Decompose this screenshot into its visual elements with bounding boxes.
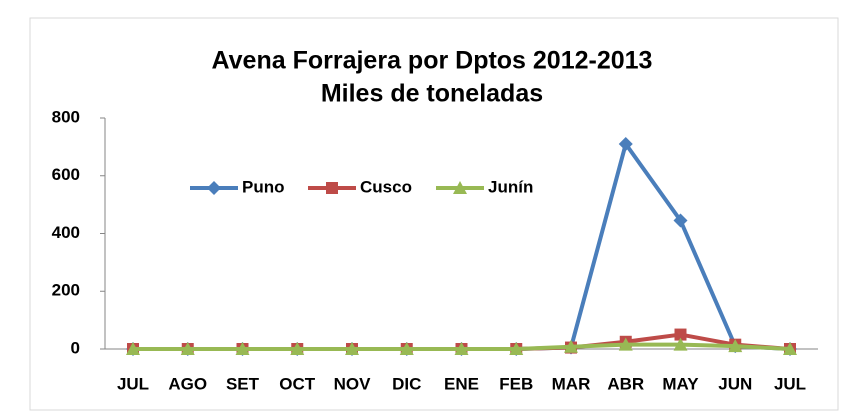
chart-border [29,17,839,411]
point [454,342,469,355]
legend-marker [453,181,467,194]
y-tick-label: 600 [52,165,80,184]
x-tick-label: JUL [117,374,149,393]
x-tick-label: MAY [662,374,699,393]
point [126,342,140,355]
point [399,342,414,355]
legend-label: Junín [488,177,533,196]
x-tick-label: FEB [499,374,533,393]
x-tick-label: SET [226,374,260,393]
point [673,213,688,228]
x-tick-label: AGO [168,374,207,393]
x-tick-label: OCT [279,374,316,393]
y-tick-label: 0 [71,338,80,357]
x-tick-label: DIC [392,374,421,393]
y-tick-label: 200 [52,281,80,300]
x-tick-label: JUL [774,374,806,393]
x-tick-label: MAR [552,374,591,393]
legend-marker [207,181,221,195]
y-tick-label: 400 [52,223,80,242]
point [180,342,195,355]
point [509,342,524,355]
point [674,328,687,341]
x-tick-label: NOV [334,374,372,393]
point [673,337,688,351]
y-tick-label: 800 [52,107,80,126]
chart-subtitle: Miles de toneladas [321,80,543,108]
point [345,342,359,355]
x-tick-label: JUN [718,374,752,393]
point [235,342,250,355]
point [618,337,633,351]
point [728,339,743,353]
point [783,342,797,355]
legend-marker [326,182,338,194]
x-tick-label: ENE [444,374,479,393]
point [290,342,305,355]
legend-label: Cusco [360,177,412,196]
x-tick-label: ABR [607,374,644,393]
chart-title: Avena Forrajera por Dptos 2012-2013 [212,47,653,75]
legend-label: Puno [242,177,285,196]
point [564,339,578,353]
point [618,136,633,151]
